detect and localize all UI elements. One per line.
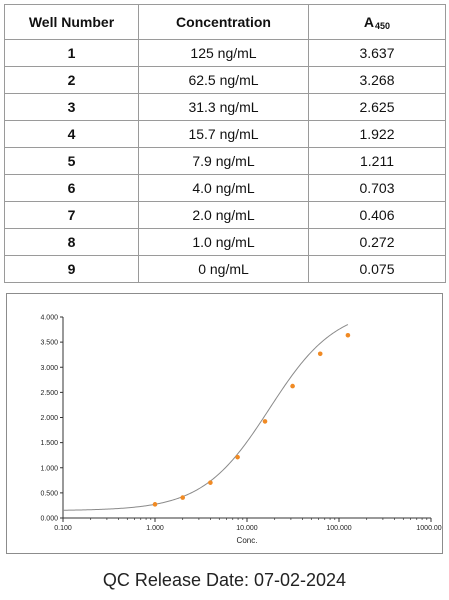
cell-absorbance: 0.406: [308, 201, 446, 229]
y-tick-label: 1.500: [40, 440, 58, 447]
table-row: 7 2.0 ng/mL 0.406: [4, 201, 446, 229]
x-tick-label: 1.000: [146, 525, 164, 532]
x-tick-label: 100.000: [326, 525, 351, 532]
cell-concentration: 0 ng/mL: [138, 255, 309, 283]
cell-absorbance: 3.268: [308, 66, 446, 94]
y-tick-label: 0.500: [40, 490, 58, 497]
cell-concentration: 1.0 ng/mL: [138, 228, 309, 256]
cell-absorbance: 1.922: [308, 120, 446, 148]
cell-well-number: 1: [4, 39, 139, 67]
standard-curve-table: Well Number Concentration A450 1 125 ng/m…: [4, 4, 446, 283]
cell-well-number: 3: [4, 93, 139, 121]
y-tick-label: 2.000: [40, 415, 58, 422]
table-row: 3 31.3 ng/mL 2.625: [4, 93, 446, 121]
header-well-number: Well Number: [4, 4, 139, 40]
y-tick-label: 1.000: [40, 465, 58, 472]
cell-absorbance: 2.625: [308, 93, 446, 121]
cell-absorbance: 0.075: [308, 255, 446, 283]
header-absorbance: A450: [308, 4, 446, 40]
data-point: [317, 351, 323, 357]
data-point: [208, 480, 213, 485]
data-point: [262, 419, 268, 424]
standard-curve-chart: 0.000 0.500 1.000 1.500 2.000 2.500 3.000 3.500…: [6, 293, 443, 554]
table-row: 1 125 ng/mL 3.637: [4, 39, 446, 67]
qc-release-date: QC Release Date: 07-02-2024: [102, 570, 347, 590]
cell-concentration: 2.0 ng/mL: [138, 201, 309, 229]
x-tick-label: 0.100: [54, 525, 72, 532]
cell-absorbance: 0.272: [308, 228, 446, 256]
cell-concentration: 62.5 ng/mL: [138, 66, 309, 94]
fit-curve-line: [62, 324, 349, 511]
cell-concentration: 7.9 ng/mL: [138, 147, 309, 175]
table-row: 5 7.9 ng/mL 1.211: [4, 147, 446, 175]
data-point: [180, 495, 185, 500]
cell-concentration: 31.3 ng/mL: [138, 93, 309, 121]
table-row: 8 1.0 ng/mL 0.272: [4, 228, 446, 256]
x-tick-label: 10.000: [236, 525, 258, 532]
chart-svg: 0.000 0.500 1.000 1.500 2.000 2.500 3.000 3.500…: [40, 315, 442, 546]
table-header-row: Well Number Concentration A450: [4, 4, 446, 40]
y-tick-label: 2.500: [40, 390, 58, 397]
y-tick-label: 0.000: [40, 516, 58, 523]
y-tick-label: 4.000: [40, 315, 58, 322]
header-concentration: Concentration: [138, 4, 309, 40]
data-point: [235, 454, 240, 460]
table-row: 2 62.5 ng/mL 3.268: [4, 66, 446, 94]
data-point: [152, 502, 158, 507]
table-row: 6 4.0 ng/mL 0.703: [4, 174, 446, 202]
cell-well-number: 6: [4, 174, 139, 202]
cell-concentration: 125 ng/mL: [138, 39, 309, 67]
y-tick-label: 3.000: [40, 365, 58, 372]
cell-well-number: 5: [4, 147, 139, 175]
y-tick-label: 3.500: [40, 340, 58, 347]
cell-well-number: 8: [4, 228, 139, 256]
cell-absorbance: 3.637: [308, 39, 446, 67]
cell-well-number: 2: [4, 66, 139, 94]
header-absorbance-subscript: 450: [375, 20, 391, 31]
cell-absorbance: 0.703: [308, 174, 446, 202]
data-point: [290, 383, 295, 389]
cell-absorbance: 1.211: [308, 147, 446, 175]
cell-concentration: 4.0 ng/mL: [138, 174, 309, 202]
cell-well-number: 4: [4, 120, 139, 148]
cell-well-number: 7: [4, 201, 139, 229]
table-row: 4 15.7 ng/mL 1.922: [4, 120, 446, 148]
x-axis-title: Conc.: [237, 536, 258, 545]
header-absorbance-label: A: [363, 13, 375, 30]
x-tick-label: 1000.000: [416, 525, 442, 532]
cell-well-number: 9: [4, 255, 139, 283]
cell-concentration: 15.7 ng/mL: [138, 120, 309, 148]
data-point: [345, 332, 351, 338]
